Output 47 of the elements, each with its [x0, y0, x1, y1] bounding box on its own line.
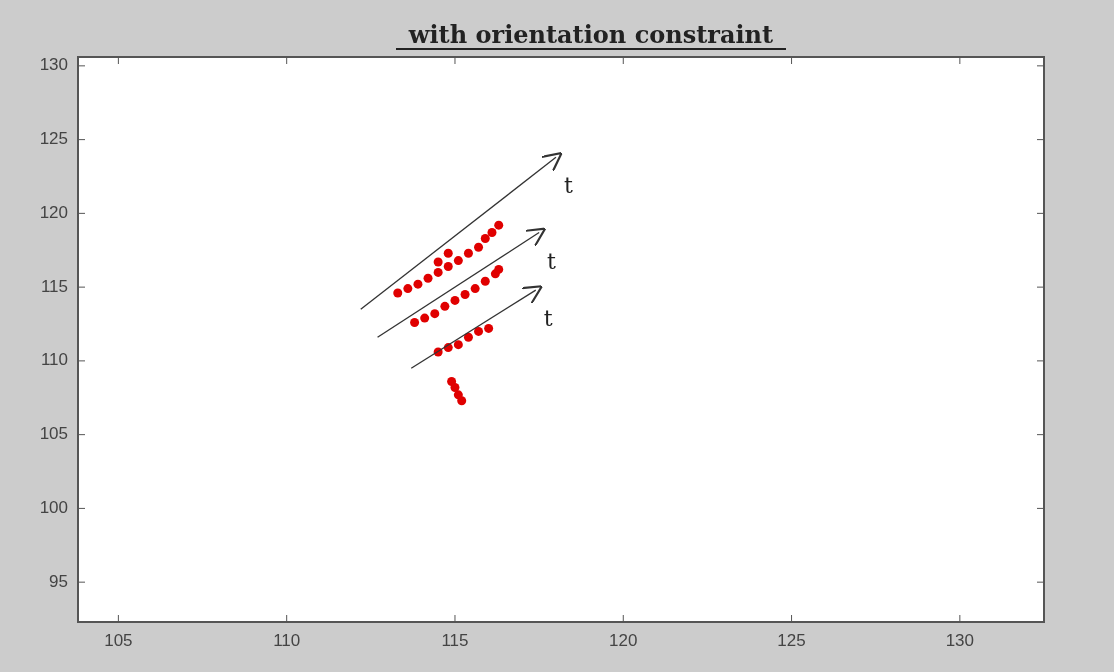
- point: [430, 309, 440, 319]
- point: [393, 288, 403, 298]
- point: [440, 301, 450, 311]
- point: [450, 382, 460, 392]
- y-tick-label: 110: [40, 350, 68, 370]
- y-tick-label: 100: [39, 497, 68, 517]
- point: [413, 279, 423, 289]
- point: [403, 284, 413, 294]
- point: [480, 233, 490, 243]
- chart-title: with orientation constraint: [407, 20, 774, 49]
- point: [423, 273, 433, 283]
- point: [487, 228, 497, 238]
- point: [494, 264, 504, 274]
- point: [470, 284, 480, 294]
- point: [463, 332, 473, 342]
- x-tick-label: 105: [104, 631, 133, 650]
- point: [433, 267, 443, 277]
- point: [480, 276, 490, 286]
- point: [484, 323, 494, 333]
- x-tick-label: 120: [609, 631, 638, 650]
- x-tick-label: 125: [777, 631, 806, 650]
- annotation: t: [547, 248, 557, 274]
- point: [453, 340, 463, 350]
- point: [463, 248, 473, 258]
- point: [453, 256, 463, 266]
- y-tick-label: 120: [39, 202, 68, 222]
- y-tick-label: 115: [40, 276, 68, 296]
- annotation: t: [543, 306, 553, 332]
- point: [474, 242, 484, 252]
- point: [457, 396, 467, 406]
- x-tick-label: 110: [273, 631, 301, 650]
- x-tick-label: 130: [945, 631, 975, 650]
- point: [494, 220, 504, 230]
- y-tick-label: 95: [49, 571, 68, 591]
- y-tick-label: 105: [39, 424, 68, 444]
- annotation: t: [563, 173, 573, 199]
- point: [460, 290, 470, 300]
- y-tick-label: 125: [39, 129, 68, 149]
- point: [433, 257, 443, 267]
- x-tick-label: 115: [441, 631, 469, 650]
- y-tick-label: 130: [39, 55, 68, 75]
- point: [410, 318, 420, 328]
- point: [443, 261, 453, 271]
- point: [443, 248, 453, 258]
- point: [474, 326, 484, 336]
- point: [420, 313, 430, 323]
- point: [450, 295, 460, 305]
